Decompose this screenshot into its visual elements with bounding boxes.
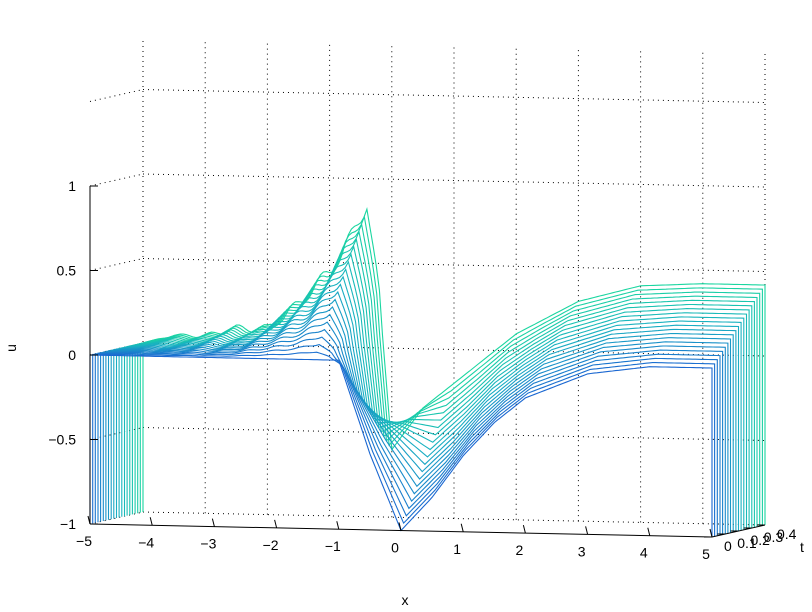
grid-line-z-side (89, 173, 144, 187)
u-tick-label: 1 (68, 178, 76, 194)
series-line (94, 344, 718, 536)
z-axis-label: u (3, 344, 19, 352)
grid-line-z (142, 427, 766, 441)
series-line (118, 275, 742, 531)
x-tick-label: 1 (453, 541, 461, 557)
grid-lines (89, 38, 766, 526)
x-tick (336, 521, 340, 530)
series-line (115, 283, 740, 531)
series-line (110, 298, 734, 533)
u-tick-label: 0 (68, 347, 76, 363)
series-line (100, 328, 724, 535)
series-line (121, 268, 745, 530)
x-tick (398, 522, 402, 531)
t-tick-label: 0.3 (764, 529, 784, 545)
grid-line-z (142, 173, 766, 188)
x-tick (585, 526, 589, 535)
x-tick-label: −5 (76, 533, 92, 549)
tick-labels: −5 −4 −3 −2 −1 0 1 2 3 4 5 0 0.10.20.30.4−1−0.500.51 (48, 178, 796, 562)
x-tick-label: −4 (138, 534, 154, 550)
series-line (102, 321, 726, 534)
series-line (126, 252, 750, 529)
x-tick (709, 528, 713, 538)
grid-line-z (142, 89, 766, 103)
x-tick-label: −2 (263, 537, 279, 553)
u-tick-label: 0.5 (57, 263, 77, 279)
x-tick-label: −1 (325, 538, 341, 554)
u-tick-label: −1 (60, 516, 76, 532)
series-line (123, 260, 748, 530)
x-tick-label: 5 (702, 546, 710, 562)
x-tick (211, 518, 215, 527)
x-tick (460, 523, 464, 532)
y-axis-label: t (800, 539, 804, 555)
x-tick-label: 3 (578, 543, 586, 559)
grid-line-z (142, 258, 766, 272)
t-tick-label: 0 (724, 538, 732, 554)
series-lines (89, 207, 766, 537)
grid-line-z-side (89, 258, 144, 271)
x-tick-label: 0 (391, 540, 399, 556)
series-line (134, 229, 758, 527)
u-tick-label: −0.5 (48, 432, 76, 448)
series-line (139, 214, 763, 526)
x-tick (647, 527, 651, 536)
x-tick-label: −3 (200, 536, 216, 552)
t-tick-label: 0.2 (751, 532, 771, 548)
x-tick (87, 515, 91, 525)
series-line (105, 313, 729, 534)
series-line (137, 222, 761, 527)
grid-line-z-side (89, 511, 144, 525)
series-line (142, 207, 766, 525)
series-line (89, 354, 713, 537)
series-line (129, 245, 753, 528)
x-tick-label: 2 (516, 542, 524, 558)
x-tick-label: 4 (640, 545, 648, 561)
x-axis-label: x (402, 592, 409, 608)
x-tick (274, 519, 278, 529)
series-line (107, 306, 732, 533)
x-tick (149, 517, 153, 526)
series-line (113, 290, 737, 532)
series-line (97, 336, 721, 536)
axes (87, 185, 766, 538)
t-tick-label: 0.1 (737, 535, 757, 551)
t-tick-label: 0.4 (777, 526, 797, 542)
grid-line-z-side (89, 427, 144, 440)
series-line (131, 237, 755, 528)
x-tick (522, 524, 526, 534)
grid-line-z-side (89, 89, 144, 102)
series-line (92, 351, 716, 537)
